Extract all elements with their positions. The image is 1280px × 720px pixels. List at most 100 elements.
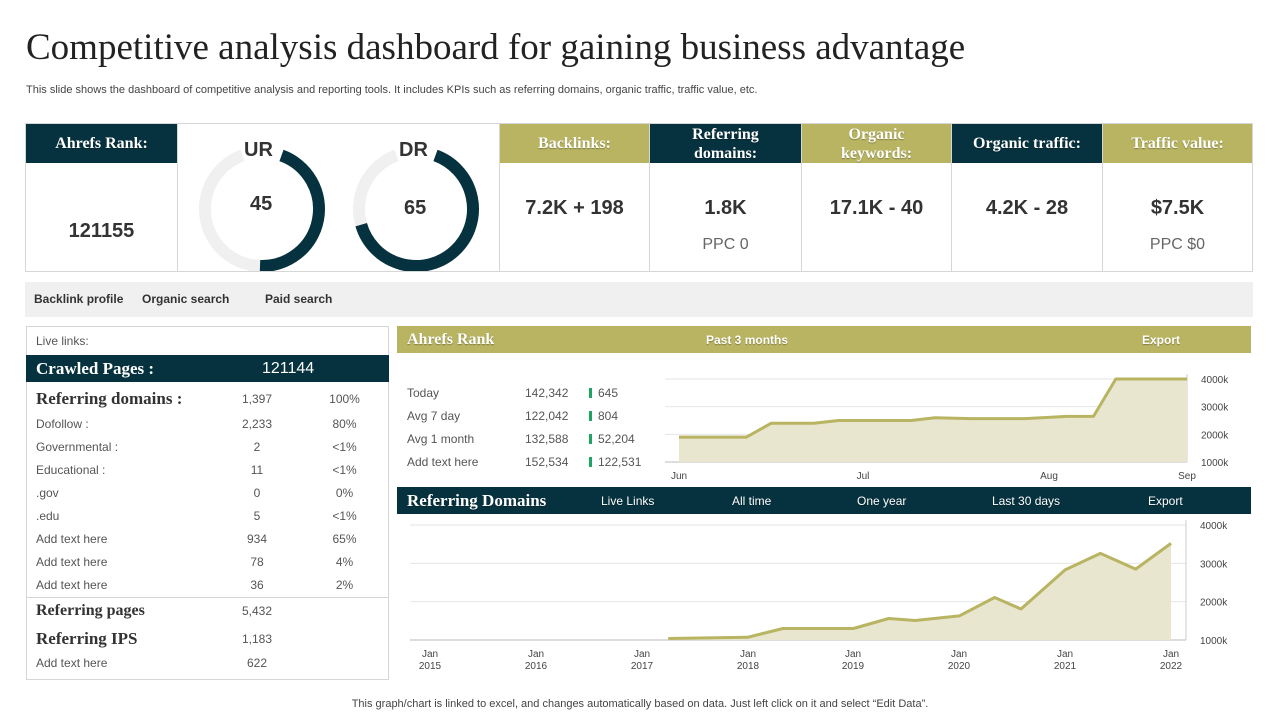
row-value: 934 [246,532,268,546]
row-value: 622 [246,656,268,670]
stat-change: 804 [589,409,618,423]
row-pct: 100% [329,392,360,406]
stat-label: Today [407,386,440,400]
row-value: 2 [253,440,261,454]
backlink-panel: Live links: Crawled Pages : 121144 Refer… [26,326,389,680]
dr-value: 65 [404,197,427,219]
kpi-value: 1.8K [704,197,747,219]
tab-one-year[interactable]: One year [857,493,907,508]
up-arrow-icon [589,411,592,421]
row-value: 1,397 [241,392,273,406]
last-row: Add text here 622 [27,656,388,676]
kpi-sub: PPC $0 [1149,236,1206,253]
stat-change-value: 52,204 [598,432,635,446]
row-pct: <1% [332,463,357,477]
ref-ips-row: Referring IPS 1,183 [27,629,388,649]
referring-domains-bar: Referring Domains Live Links All time On… [397,487,1251,514]
stat-value: 132,588 [525,432,569,446]
dr-gauge-fill [355,149,479,271]
kpi-value: 121155 [68,220,135,242]
tab-live-links[interactable]: Live Links [601,493,655,508]
row-label: Educational : [36,463,106,477]
row-pct: 65% [332,532,357,546]
crawled-pages-bar: Crawled Pages : 121144 [26,355,389,382]
kpi-label: Traffic value: [1103,124,1252,163]
row-pct: <1% [332,440,357,454]
ref-domains-row: Referring domains : 1,397 100% [27,389,388,409]
series-line [668,542,1172,640]
x-tick-label: Jan 2017 [631,649,654,672]
row-value: 5,432 [241,604,273,618]
tab-organic-search[interactable]: Organic search [142,292,230,306]
tab-all-time[interactable]: All time [732,493,772,508]
kpi-label: Organic keywords: [802,124,951,163]
kpi-organic-traffic: Organic traffic: 4.2K - 28 [952,124,1103,271]
row-value: 2,233 [241,417,273,431]
x-tick-label: Jan 2021 [1054,649,1077,672]
row-label: Referring pages [36,602,145,619]
tab-backlink-profile[interactable]: Backlink profile [34,292,124,306]
x-tick-label: Jan 2020 [948,649,971,672]
row-label: Add text here [36,532,108,546]
kpi-backlinks: Backlinks: 7.2K + 198 [500,124,650,271]
table-row: Add text here 78 4% [27,555,388,575]
row-label: Referring domains : [36,389,183,408]
x-tick-label: Jan 2016 [525,649,548,672]
footer-note: This graph/chart is linked to excel, and… [351,698,929,710]
series-area [679,379,1187,462]
crawled-label: Crawled Pages : [36,359,155,378]
stat-change-value: 645 [598,386,619,400]
stat-change: 122,531 [589,455,641,469]
x-tick-label: Jul [857,471,870,482]
ref-pages-row: Referring pages 5,432 [27,602,388,622]
y-tick-label: 3000k [1201,403,1229,414]
row-pct: 0% [335,486,354,500]
table-row: .gov 0 0% [27,486,388,506]
stat-label: Avg 7 day [407,409,461,423]
row-label: Add text here [36,578,108,592]
row-label: .edu [36,509,60,523]
stat-change: 645 [589,386,618,400]
kpi-sub: PPC 0 [702,236,749,253]
tab-bar: Backlink profile Organic search Paid sea… [25,282,1253,317]
row-value: 78 [250,555,264,569]
period-button[interactable]: Past 3 months [706,332,789,347]
up-arrow-icon [589,388,592,398]
row-label: Add text here [36,555,108,569]
dr-label: DR [399,139,428,161]
y-tick-label: 2000k [1200,598,1228,609]
referring-domains-title: Referring Domains [407,490,547,510]
row-label: .gov [36,486,59,500]
table-row: Add text here 36 2% [27,578,388,598]
x-tick-label: Aug [1040,471,1058,482]
crawled-value: 121144 [262,360,315,377]
export-button[interactable]: Export [1148,493,1183,508]
row-label: Dofollow : [36,417,89,431]
y-tick-label: 3000k [1200,559,1228,570]
row-value: 0 [253,486,261,500]
live-links-label: Live links: [36,334,89,348]
dr-gauge-track [353,149,399,227]
kpi-label: Referring domains: [650,124,801,163]
tab-last-30-days[interactable]: Last 30 days [992,493,1061,508]
kpi-value: 7.2K + 198 [525,197,624,219]
row-label: Add text here [36,656,108,670]
kpi-value: $7.5K [1150,197,1205,219]
table-row: Dofollow : 2,233 80% [27,417,388,437]
ur-label: UR [244,139,273,161]
ur-value: 45 [250,193,273,215]
row-pct: 80% [332,417,357,431]
export-button[interactable]: Export [1142,332,1181,347]
ur-gauge-fill [259,149,325,271]
y-tick-label: 2000k [1201,430,1229,441]
ahrefs-rank-bar: Ahrefs Rank Past 3 months Export [397,326,1251,353]
stat-change: 52,204 [589,432,635,446]
y-tick-label: 1000k [1200,636,1228,647]
row-pct: <1% [332,509,357,523]
tab-paid-search[interactable]: Paid search [265,292,333,306]
stat-value: 122,042 [525,409,569,423]
row-value: 11 [250,463,264,477]
page-subtitle: This slide shows the dashboard of compet… [26,84,758,96]
kpi-referring-domains: Referring domains: 1.8K PPC 0 [650,124,802,271]
page-title: Competitive analysis dashboard for gaini… [26,27,966,68]
